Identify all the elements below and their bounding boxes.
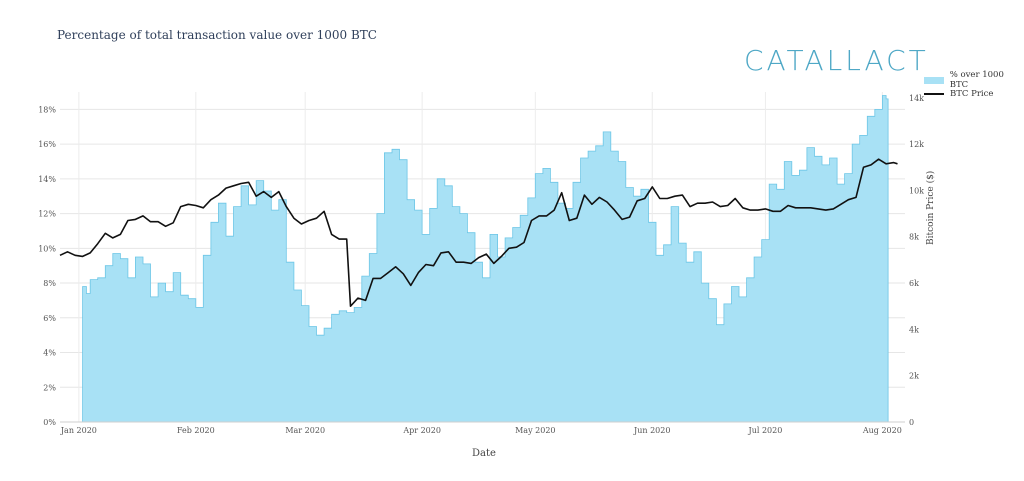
series-line-btc-price (59, 158, 898, 308)
y-tick-label: 6% (43, 314, 56, 323)
y2-tick-label: 12k (909, 140, 924, 149)
y2-tick-label: 8k (909, 233, 919, 242)
y-tick-label: 4% (43, 349, 56, 358)
x-tick-label: May 2020 (515, 426, 555, 435)
y-tick-label: 8% (43, 279, 56, 288)
legend-label-area: % over 1000 BTC (949, 70, 1004, 90)
x-tick-label: Jan 2020 (60, 426, 97, 435)
series-area-pct-over-1000btc (82, 95, 889, 423)
y-tick-label: 16% (38, 140, 56, 149)
y2-tick-label: 2k (909, 372, 919, 381)
legend-swatch-area (924, 76, 944, 84)
catallact-logo: CATALLACT (744, 44, 929, 77)
y2-tick-label: 10k (909, 186, 924, 195)
chart-legend: % over 1000 BTC BTC Price (924, 70, 1024, 101)
y2-axis-title: Bitcoin Price ($) (926, 170, 936, 245)
legend-item-line[interactable]: BTC Price (924, 87, 1024, 101)
legend-item-area[interactable]: % over 1000 BTC (924, 70, 1024, 90)
y2-tick-label: 14k (909, 94, 924, 103)
chart-title: Percentage of total transaction value ov… (57, 28, 377, 42)
y-tick-label: 10% (38, 244, 56, 253)
y-tick-label: 12% (38, 210, 56, 219)
legend-swatch-line (924, 93, 944, 95)
x-tick-label: Mar 2020 (285, 426, 325, 435)
x-tick-label: Aug 2020 (862, 426, 902, 435)
x-tick-label: Jun 2020 (633, 426, 670, 435)
y2-tick-label: 6k (909, 279, 919, 288)
x-tick-label: Jul 2020 (748, 426, 783, 435)
y-tick-label: 0% (43, 418, 56, 427)
y2-tick-label: 4k (909, 325, 919, 334)
x-tick-label: Feb 2020 (177, 426, 215, 435)
x-axis-title: Date (472, 448, 496, 459)
x-tick-label: Apr 2020 (402, 426, 441, 435)
y2-tick-label: 0 (909, 418, 914, 427)
y-tick-label: 18% (38, 105, 56, 114)
y-tick-label: 14% (38, 175, 56, 184)
legend-label-line: BTC Price (950, 89, 994, 99)
y-tick-label: 2% (43, 383, 56, 392)
